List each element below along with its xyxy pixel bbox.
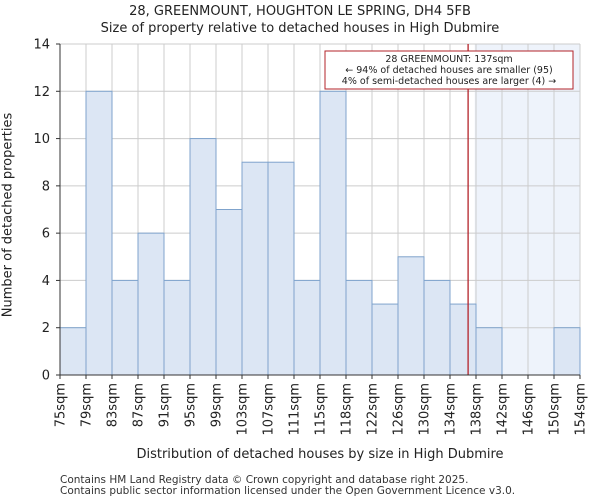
y-tick-label: 2 — [42, 321, 50, 336]
x-tick-label: 75sqm — [54, 383, 69, 427]
bar-115sqm — [319, 90, 347, 376]
bar-79sqm — [85, 90, 113, 376]
bar-150sqm — [553, 327, 581, 376]
x-tick-label: 111sqm — [288, 383, 303, 436]
x-tick-label: 115sqm — [314, 383, 329, 436]
bar-118sqm — [345, 279, 373, 376]
x-tick-label: 103sqm — [236, 383, 251, 436]
y-tick-label: 10 — [33, 132, 50, 147]
bar-111sqm — [293, 279, 321, 376]
x-axis-label: Distribution of detached houses by size … — [136, 447, 504, 462]
x-tick-label: 79sqm — [80, 383, 95, 427]
bar-130sqm — [423, 279, 451, 376]
x-tick-label: 83sqm — [106, 383, 121, 427]
chart-subtitle: Size of property relative to detached ho… — [100, 21, 500, 36]
bar-126sqm — [397, 256, 425, 376]
bar-91sqm — [163, 279, 191, 376]
bar-95sqm — [189, 138, 217, 376]
x-tick-label: 138sqm — [470, 383, 485, 436]
x-tick-label: 99sqm — [210, 383, 225, 427]
annotation-line-1: 28 GREENMOUNT: 137sqm — [385, 54, 512, 65]
x-tick-label: 142sqm — [496, 383, 511, 436]
footer-copyright: Contains HM Land Registry data © Crown c… — [60, 474, 469, 486]
annotation-box — [324, 50, 574, 90]
x-tick-label: 130sqm — [418, 383, 433, 436]
bar-99sqm — [215, 209, 243, 376]
x-tick-label: 134sqm — [444, 383, 459, 436]
y-tick-label: 0 — [42, 369, 50, 384]
bar-103sqm — [241, 161, 269, 376]
x-tick-label: 118sqm — [340, 383, 355, 436]
y-tick-label: 6 — [42, 227, 50, 242]
annotation-line-3: 4% of semi-detached houses are larger (4… — [342, 76, 556, 87]
bar-138sqm — [475, 327, 503, 376]
highlight-region — [474, 44, 580, 375]
x-tick-label: 87sqm — [132, 383, 147, 427]
y-tick-label: 4 — [42, 274, 50, 289]
x-tick-label: 126sqm — [392, 383, 407, 436]
footer-licence: Contains public sector information licen… — [60, 485, 516, 497]
y-tick-label: 14 — [33, 38, 50, 53]
bar-107sqm — [267, 161, 295, 376]
y-axis-label: Number of detached properties — [0, 112, 16, 318]
x-tick-label: 107sqm — [262, 383, 277, 436]
x-tick-label: 150sqm — [548, 383, 563, 436]
x-tick-label: 91sqm — [158, 383, 173, 427]
y-tick-label: 8 — [42, 179, 50, 194]
chart-title: 28, GREENMOUNT, HOUGHTON LE SPRING, DH4 … — [129, 4, 471, 19]
x-tick-label: 154sqm — [574, 383, 589, 436]
x-tick-label: 146sqm — [522, 383, 537, 436]
bar-87sqm — [137, 232, 165, 376]
y-tick-label: 12 — [33, 85, 50, 100]
annotation-line-2: ← 94% of detached houses are smaller (95… — [345, 65, 552, 76]
bar-134sqm — [449, 303, 477, 376]
bar-83sqm — [111, 279, 139, 376]
x-tick-label: 95sqm — [184, 383, 199, 427]
x-tick-label: 122sqm — [366, 383, 381, 436]
bar-122sqm — [371, 303, 399, 376]
bar-75sqm — [59, 327, 87, 376]
